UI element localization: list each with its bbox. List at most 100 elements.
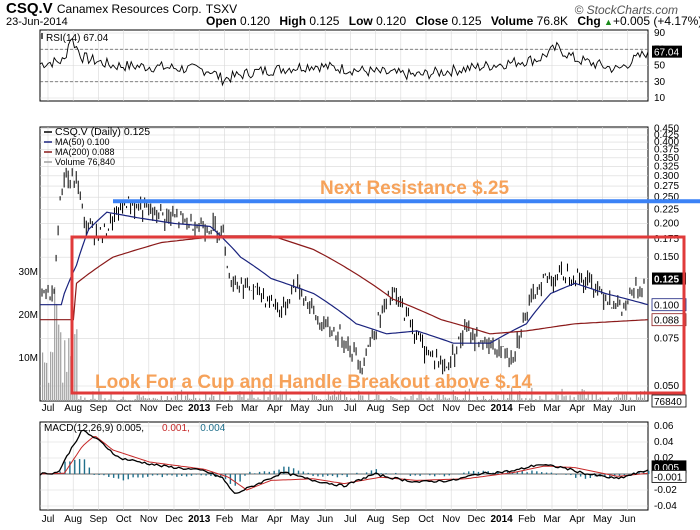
volume-bar [291, 400, 293, 401]
macd-histogram-bar [433, 474, 436, 477]
volume-bar [460, 399, 462, 401]
macd-histogram-bar [604, 474, 606, 477]
breakout-box [70, 235, 686, 395]
macd-histogram-bar [263, 471, 266, 474]
volume-bar [577, 394, 579, 401]
volume-bar [442, 394, 444, 401]
price-tick-label: 0.300 [654, 171, 679, 182]
volume-bar [249, 394, 251, 401]
macd-histogram-bar [161, 474, 163, 478]
volume-bar [454, 395, 456, 401]
volume-bar [541, 399, 543, 401]
volume-bar [561, 388, 563, 401]
macd-histogram-bar [171, 474, 173, 476]
macd-histogram-bar [448, 474, 450, 476]
macd-histogram-bar [283, 466, 285, 474]
quote-label-open: Open [206, 14, 241, 28]
volume-bar [166, 396, 169, 401]
macd-histogram-bar [609, 474, 611, 478]
volume-bar [525, 398, 527, 401]
volume-bar [553, 399, 555, 401]
x-axis-label: Aug [64, 514, 82, 525]
x-axis-label: May [593, 514, 612, 525]
volume-bar [535, 398, 537, 401]
price-last-value-label: 0.088 [654, 316, 679, 327]
macd-histogram-bar [584, 474, 587, 479]
volume-bar [76, 329, 78, 401]
price-last-value-box [652, 272, 686, 285]
volume-bar [581, 389, 583, 401]
macd-histogram-bar [117, 474, 120, 479]
volume-bar [613, 397, 615, 401]
macd-histogram-bar [200, 474, 202, 476]
volume-bar [507, 398, 509, 401]
quote-label-low: Low [348, 14, 377, 28]
volume-bar [396, 398, 398, 401]
volume-bar [643, 390, 646, 401]
volume-bar [54, 287, 56, 401]
macd-histogram-bar [234, 474, 236, 486]
volume-bar [178, 399, 181, 401]
macd-histogram-bar [521, 471, 523, 474]
volume-bar [78, 399, 80, 401]
macd-legend-part: 0.004 [200, 423, 225, 434]
x-axis-label: May [593, 403, 612, 414]
volume-bar [237, 395, 239, 401]
macd-histogram-bar [205, 474, 207, 476]
volume-bar [251, 389, 253, 401]
volume-bar [98, 388, 100, 401]
x-axis-label: Mar [543, 514, 561, 525]
volume-bar [517, 391, 519, 401]
volume-bar [64, 340, 66, 401]
volume-bar [269, 389, 271, 401]
macd-histogram-bar [103, 474, 105, 476]
volume-bar [233, 400, 235, 401]
volume-bar [595, 394, 597, 401]
volume-bar [100, 394, 102, 401]
breakout-annotation: Look For a Cup and Handle Breakout above… [95, 372, 533, 393]
volume-bar [519, 391, 521, 401]
x-axis-label: Sep [392, 403, 410, 414]
volume-bar [408, 399, 410, 401]
macd-histogram-bar [419, 474, 421, 476]
x-axis-label: Apr [569, 514, 585, 525]
x-axis-label: Sep [90, 514, 108, 525]
volume-bar [555, 393, 557, 401]
volume-bar [337, 391, 340, 401]
x-axis-label: May [291, 514, 310, 525]
volume-bar [207, 400, 209, 401]
volume-bar [384, 399, 386, 401]
volume-bar [402, 399, 404, 401]
x-axis-label: Aug [367, 403, 385, 414]
volume-bar [90, 399, 92, 401]
x-axis-label: Aug [367, 514, 385, 525]
macd-histogram-bar [88, 467, 91, 474]
volume-bar [464, 390, 466, 401]
volume-bar [219, 392, 221, 401]
macd-histogram-bar [254, 473, 256, 474]
volume-bar [279, 391, 281, 401]
macd-histogram-bar [312, 474, 314, 477]
volume-tick-label: 10M [19, 353, 38, 364]
price-tick-label: 0.400 [654, 137, 679, 148]
macd-histogram-bar [365, 472, 368, 474]
x-axis-label: Feb [518, 403, 536, 414]
volume-bar [333, 390, 336, 401]
macd-histogram-bar [550, 472, 553, 474]
volume-bar [412, 391, 414, 401]
price-tick-label: 0.175 [654, 234, 679, 245]
volume-bar [68, 338, 70, 401]
volume-bar [84, 397, 86, 401]
x-axis-label: Jul [42, 514, 55, 525]
volume-bar [362, 395, 364, 401]
volume-bar [549, 399, 551, 401]
volume-bar [398, 399, 400, 401]
volume-bar [188, 398, 191, 401]
volume-bar [625, 393, 628, 401]
macd-tick-label: 0.04 [654, 437, 674, 448]
volume-bar [615, 397, 617, 401]
macd-histogram-bar [244, 474, 246, 476]
volume-bar [392, 396, 394, 401]
volume-bar [174, 395, 177, 401]
volume-bar [156, 398, 158, 401]
